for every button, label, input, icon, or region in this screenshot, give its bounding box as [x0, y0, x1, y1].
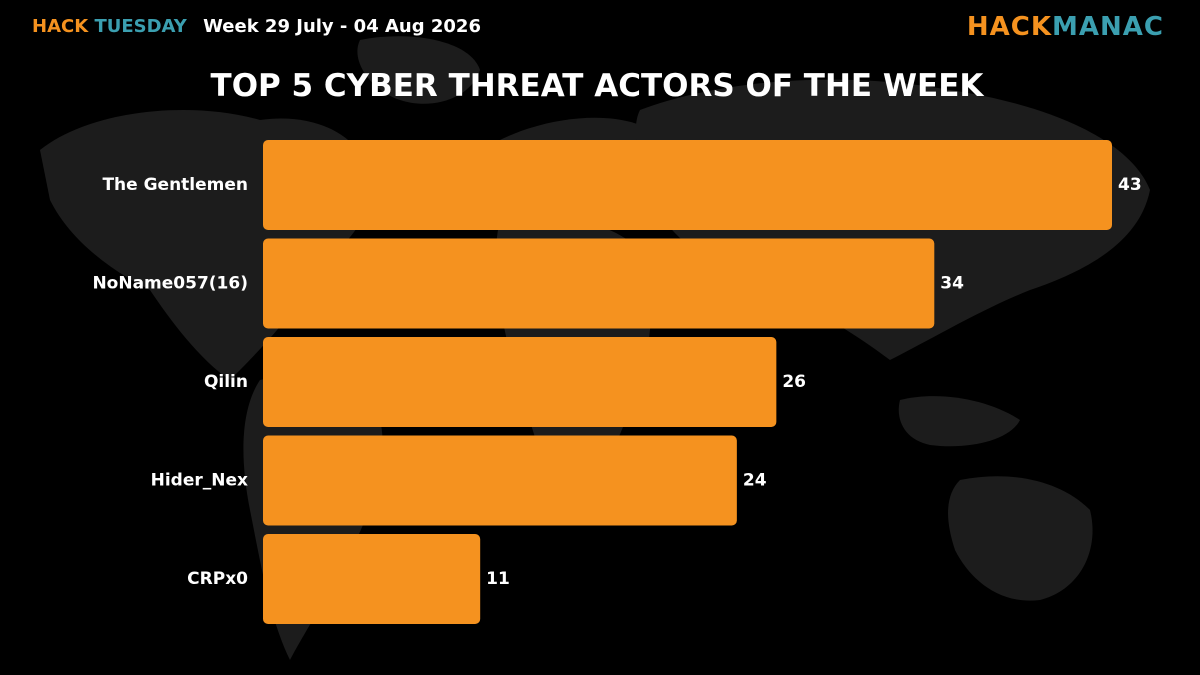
bar-qilin — [263, 337, 777, 427]
logo-part-hack: HACK — [966, 12, 1053, 42]
value-label-qilin: 26 — [782, 372, 806, 392]
header-tuesday: TUESDAY — [94, 16, 187, 37]
bar-crpx0 — [263, 534, 481, 624]
header-hack: HACK — [32, 16, 89, 37]
category-label-crpx0: CRPx0 — [187, 569, 248, 589]
hackmanac-logo: HACKMANAC — [967, 12, 1164, 42]
value-label-noname057-16: 34 — [940, 274, 964, 294]
category-label-the-gentlemen: The Gentlemen — [102, 175, 248, 195]
bar-the-gentlemen — [263, 140, 1112, 230]
bar-noname057-16 — [263, 238, 935, 329]
bar-hider-nex — [263, 435, 737, 526]
header-week-range: Week 29 July - 04 Aug 2026 — [203, 16, 481, 37]
logo-part-manac: MANAC — [1052, 12, 1164, 42]
category-label-hider-nex: Hider_Nex — [151, 471, 248, 491]
header-tagline: HACK TUESDAY Week 29 July - 04 Aug 2026 — [32, 16, 481, 37]
category-label-noname057-16: NoName057(16) — [92, 274, 248, 294]
value-label-crpx0: 11 — [486, 569, 510, 589]
value-label-the-gentlemen: 43 — [1118, 175, 1142, 195]
value-label-hider-nex: 24 — [743, 471, 767, 491]
chart-title: TOP 5 CYBER THREAT ACTORS OF THE WEEK — [210, 68, 984, 104]
category-label-qilin: Qilin — [204, 372, 248, 392]
